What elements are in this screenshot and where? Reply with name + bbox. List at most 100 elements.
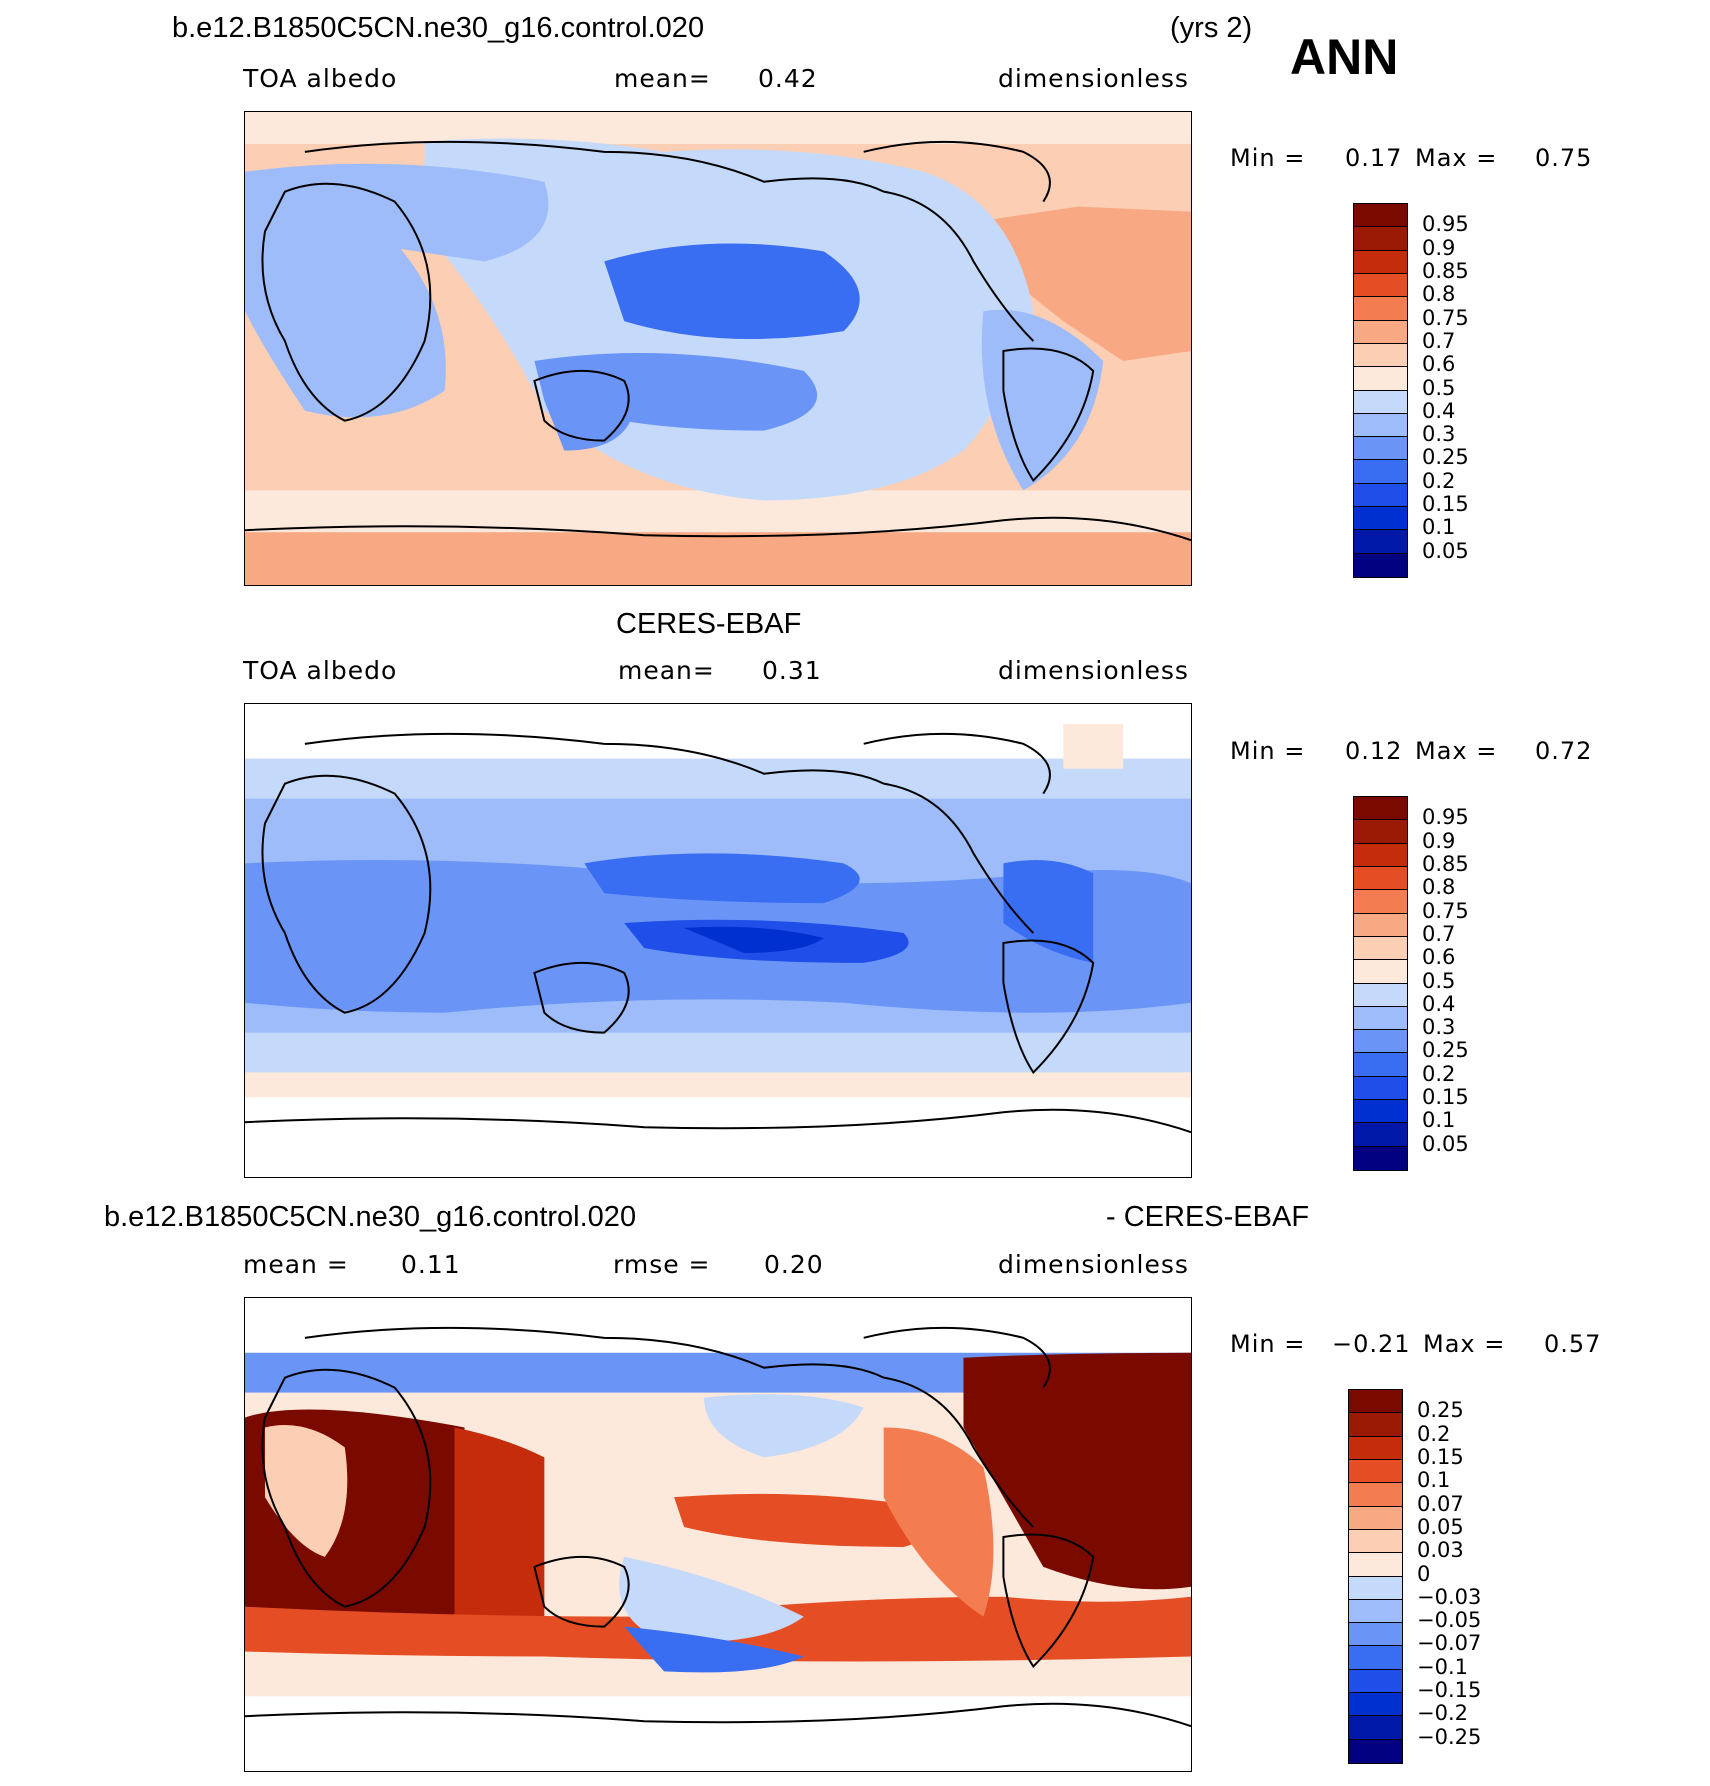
panel1-min-value: 0.17 (1345, 144, 1403, 172)
colorbar-cell (1349, 1390, 1402, 1414)
panel2-fill-atlantic-band (1003, 860, 1094, 963)
colorbar-tick-label: 0.05 (1422, 1131, 1469, 1156)
panel1-coast-greenland (863, 140, 1051, 203)
panel2-coast-greenland (863, 732, 1051, 795)
panel2-fill-south-band (245, 1032, 1191, 1073)
panel1-map-plot (245, 112, 1191, 585)
panel2-coast-antarctica (245, 1108, 1191, 1134)
colorbar-cell (1349, 1669, 1402, 1694)
panel1-coast-africa (261, 182, 432, 422)
colorbar-cell (1349, 1693, 1402, 1717)
colorbar-tick-label: 0 (1417, 1561, 1431, 1586)
colorbar-tick-label: 0.1 (1422, 1108, 1456, 1133)
panel1-coast-antarctica (245, 516, 1191, 542)
colorbar-cell (1354, 1030, 1407, 1054)
panel1-years: (yrs 2) (1170, 12, 1253, 44)
colorbar-tick-label: 0.6 (1422, 352, 1456, 377)
colorbar-tick-label: 0.3 (1422, 422, 1456, 447)
colorbar-cell (1354, 530, 1407, 554)
colorbar-cell (1354, 890, 1407, 914)
panel2-fill-itcz-north (584, 853, 860, 904)
panel1-mean-value: 0.42 (758, 64, 818, 93)
panel2-map-plot (245, 704, 1191, 1177)
colorbar-cell (1354, 437, 1407, 461)
colorbar-tick-label: 0.03 (1417, 1538, 1464, 1563)
panel1-fill-antarctic (245, 530, 1191, 585)
panel2-mean-label: mean= (618, 656, 715, 685)
colorbar-cell (1354, 866, 1407, 891)
panel3-coast-antarctica (245, 1702, 1191, 1728)
panel3-colorbar (1348, 1389, 1403, 1764)
colorbar-cell (1354, 553, 1407, 577)
panel1-map (244, 111, 1192, 586)
colorbar-tick-label: 0.2 (1417, 1421, 1451, 1446)
panel3-fill-south-pacific (619, 1556, 804, 1643)
colorbar-cell (1349, 1739, 1402, 1763)
colorbar-tick-label: 0.4 (1422, 398, 1456, 423)
panel2-min-label: Min = (1230, 737, 1306, 765)
panel2-title: CERES-EBAF (616, 608, 802, 640)
panel3-fill-pacific-tongue (674, 1493, 931, 1547)
colorbar-cell (1349, 1459, 1402, 1484)
panel3-coast-north-america-west (883, 1376, 1035, 1528)
colorbar-cell (1354, 297, 1407, 321)
panel1-fill-australia (544, 392, 635, 451)
panel3-mean-value: 0.11 (401, 1250, 461, 1279)
colorbar-cell (1349, 1413, 1402, 1437)
colorbar-cell (1354, 1123, 1407, 1147)
panel3-fill-north-atlantic (963, 1352, 1191, 1590)
panel2-coastlines (245, 732, 1191, 1134)
colorbar-tick-label: 0.7 (1422, 921, 1456, 946)
panel2-min-value: 0.12 (1345, 737, 1403, 765)
colorbar-tick-label: 0.7 (1422, 328, 1456, 353)
colorbar-tick-label: 0.85 (1422, 851, 1469, 876)
colorbar-tick-label: 0.07 (1417, 1491, 1464, 1516)
colorbar-tick-label: −0.15 (1417, 1678, 1482, 1703)
colorbar-tick-label: 0.9 (1422, 235, 1456, 260)
colorbar-cell (1349, 1646, 1402, 1670)
colorbar-tick-label: −0.1 (1417, 1654, 1468, 1679)
panel2-coast-africa (261, 774, 432, 1014)
panel1-coast-south-america (1002, 347, 1095, 483)
colorbar-tick-label: 0.8 (1422, 282, 1456, 307)
colorbar-cell (1349, 1553, 1402, 1577)
panel2-map (244, 703, 1192, 1178)
colorbar-cell (1349, 1529, 1402, 1554)
panel2-coast-south-america (1002, 939, 1095, 1075)
colorbar-cell (1354, 797, 1407, 821)
colorbar-tick-label: 0.6 (1422, 945, 1456, 970)
panel3-min-value: −0.21 (1332, 1330, 1411, 1358)
panel1-max-value: 0.75 (1535, 144, 1593, 172)
colorbar-cell (1354, 343, 1407, 368)
colorbar-tick-label: 0.05 (1417, 1514, 1464, 1539)
colorbar-cell (1354, 843, 1407, 867)
panel1-coast-north-america-west (883, 190, 1035, 342)
panel2-mean-value: 0.31 (762, 656, 822, 685)
colorbar-cell (1354, 204, 1407, 228)
colorbar-cell (1354, 507, 1407, 531)
colorbar-tick-label: 0.2 (1422, 1061, 1456, 1086)
panel3-max-value: 0.57 (1544, 1330, 1602, 1358)
panel3-title-right: - CERES-EBAF (1106, 1201, 1310, 1233)
panel1-fill-arctic (245, 112, 1191, 144)
panel3-coast-greenland (863, 1326, 1051, 1389)
panel3-units: dimensionless (998, 1250, 1189, 1279)
colorbar-tick-label: 0.15 (1417, 1444, 1464, 1469)
panel2-max-value: 0.72 (1535, 737, 1593, 765)
panel1-fill-tropical-band-a (604, 243, 860, 340)
panel1-colorbar (1353, 203, 1408, 578)
colorbar-tick-label: −0.2 (1417, 1701, 1468, 1726)
panel1-mean-label: mean= (614, 64, 711, 93)
colorbar-tick-label: 0.9 (1422, 828, 1456, 853)
colorbar-cell (1349, 1483, 1402, 1507)
colorbar-cell (1349, 1623, 1402, 1647)
panel3-fill-south-pacific-minimum (624, 1626, 804, 1673)
panel1-coastlines (245, 140, 1191, 542)
panel2-max-label: Max = (1415, 737, 1498, 765)
panel3-map-plot (245, 1298, 1191, 1771)
panel1-units: dimensionless (998, 64, 1189, 93)
colorbar-cell (1354, 390, 1407, 414)
panel1-fill-eurasia (245, 163, 549, 262)
colorbar-cell (1349, 1599, 1402, 1624)
colorbar-cell (1354, 273, 1407, 298)
